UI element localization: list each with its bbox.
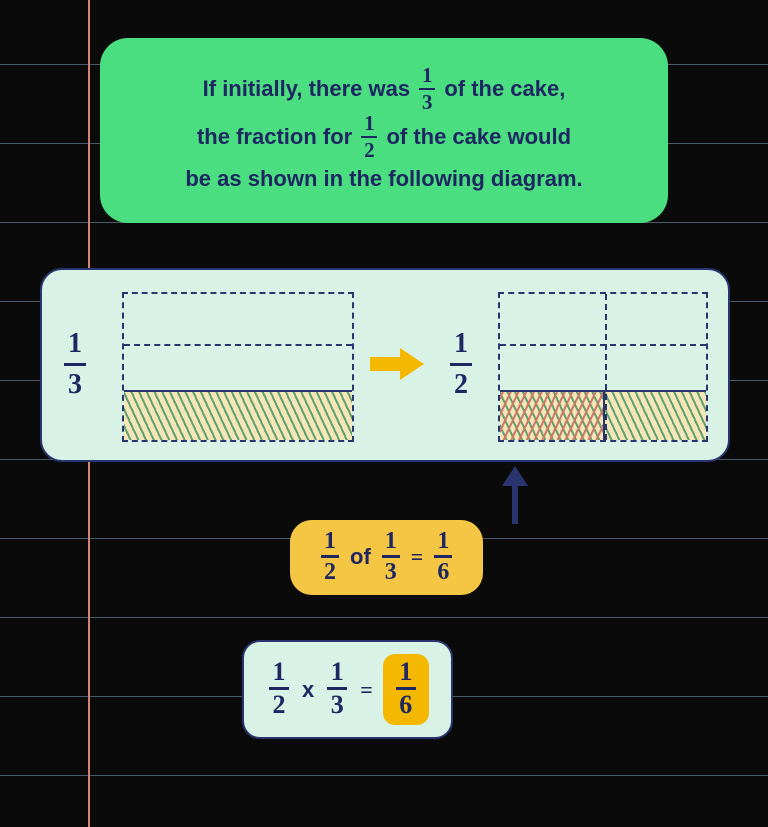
fraction-one-half: 1 2 xyxy=(361,113,377,161)
callout-text: of the cake, xyxy=(444,76,565,101)
fraction-one-third: 1 3 xyxy=(419,65,435,113)
left-rectangle xyxy=(122,292,354,442)
explanation-callout: If initially, there was 1 3 of the cake,… xyxy=(100,38,668,223)
fraction: 13 xyxy=(327,659,347,718)
fraction: 12 xyxy=(321,529,339,584)
right-fraction-label: 1 2 xyxy=(450,330,472,399)
equals-text: = xyxy=(360,677,373,703)
multiplication-equation-box: 12 x 13 = 16 xyxy=(242,640,453,739)
fraction: 16 xyxy=(434,529,452,584)
equals-text: = xyxy=(411,544,424,570)
right-rectangle xyxy=(498,292,708,442)
right-shaded-green xyxy=(605,390,706,440)
callout-text: the fraction for xyxy=(197,124,358,149)
callout-text: of the cake would xyxy=(386,124,571,149)
callout-text: If initially, there was xyxy=(203,76,417,101)
times-text: x xyxy=(302,677,314,703)
of-equation-pill: 12 of 13 = 16 xyxy=(290,520,483,595)
fraction: 12 xyxy=(269,659,289,718)
of-text: of xyxy=(350,544,371,570)
fraction: 13 xyxy=(382,529,400,584)
answer-highlight: 16 xyxy=(383,654,429,725)
arrow-up-icon xyxy=(502,466,528,522)
arrow-right-icon xyxy=(370,348,424,380)
callout-text: be as shown in the following diagram. xyxy=(132,162,636,195)
fraction-answer: 16 xyxy=(396,659,416,718)
left-shaded-third xyxy=(124,390,352,440)
left-fraction-label: 1 3 xyxy=(64,330,86,399)
right-shaded-sixth xyxy=(500,390,605,440)
diagram-panel: 1 3 1 2 xyxy=(40,268,730,462)
